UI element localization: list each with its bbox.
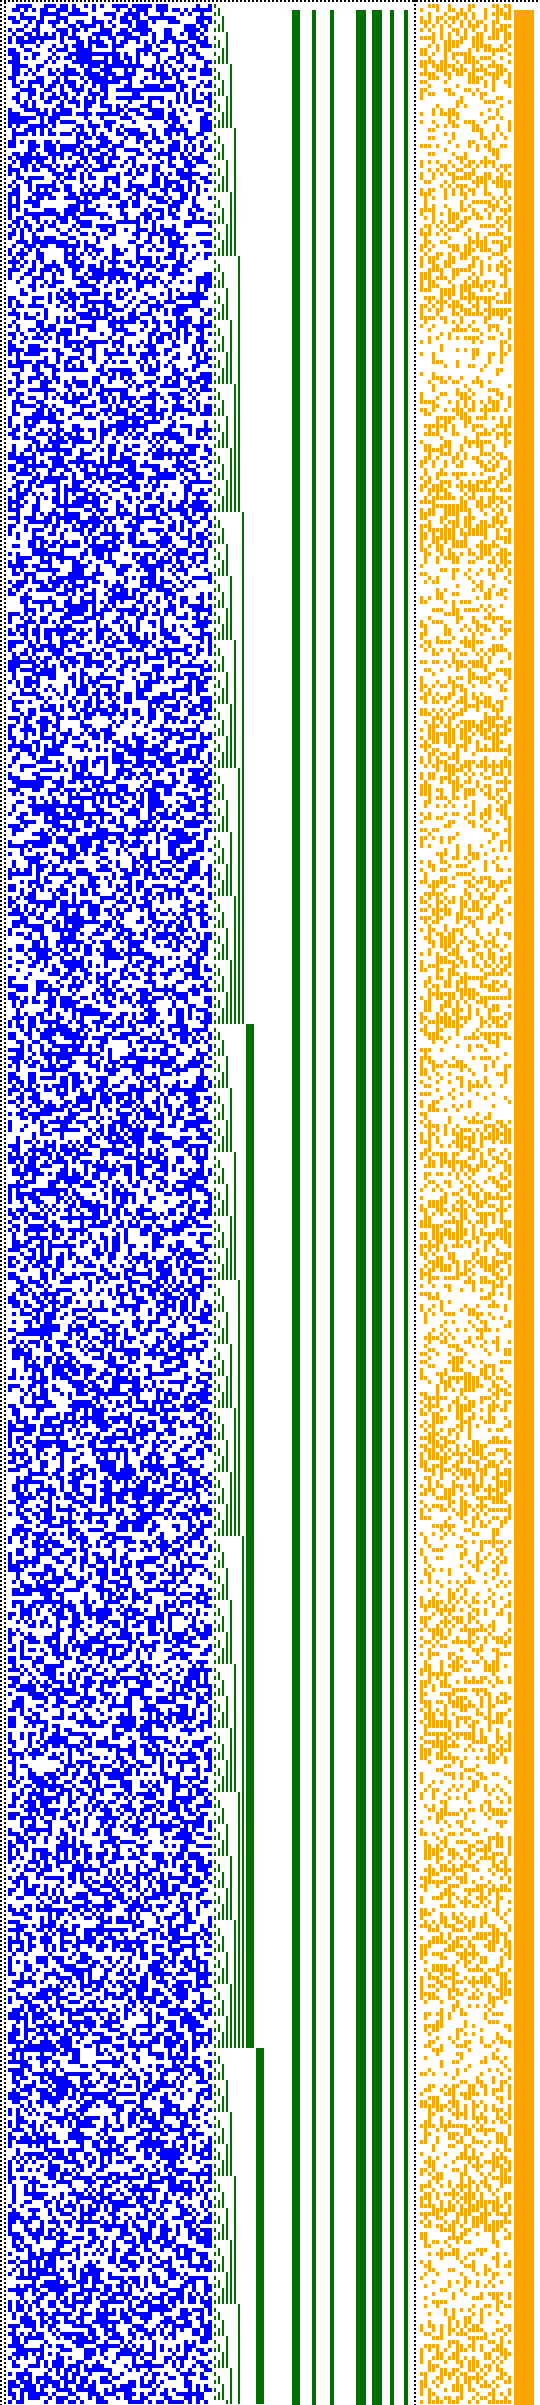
pixel-pattern-canvas xyxy=(0,0,540,2405)
pixel-pattern-figure xyxy=(0,0,540,2405)
